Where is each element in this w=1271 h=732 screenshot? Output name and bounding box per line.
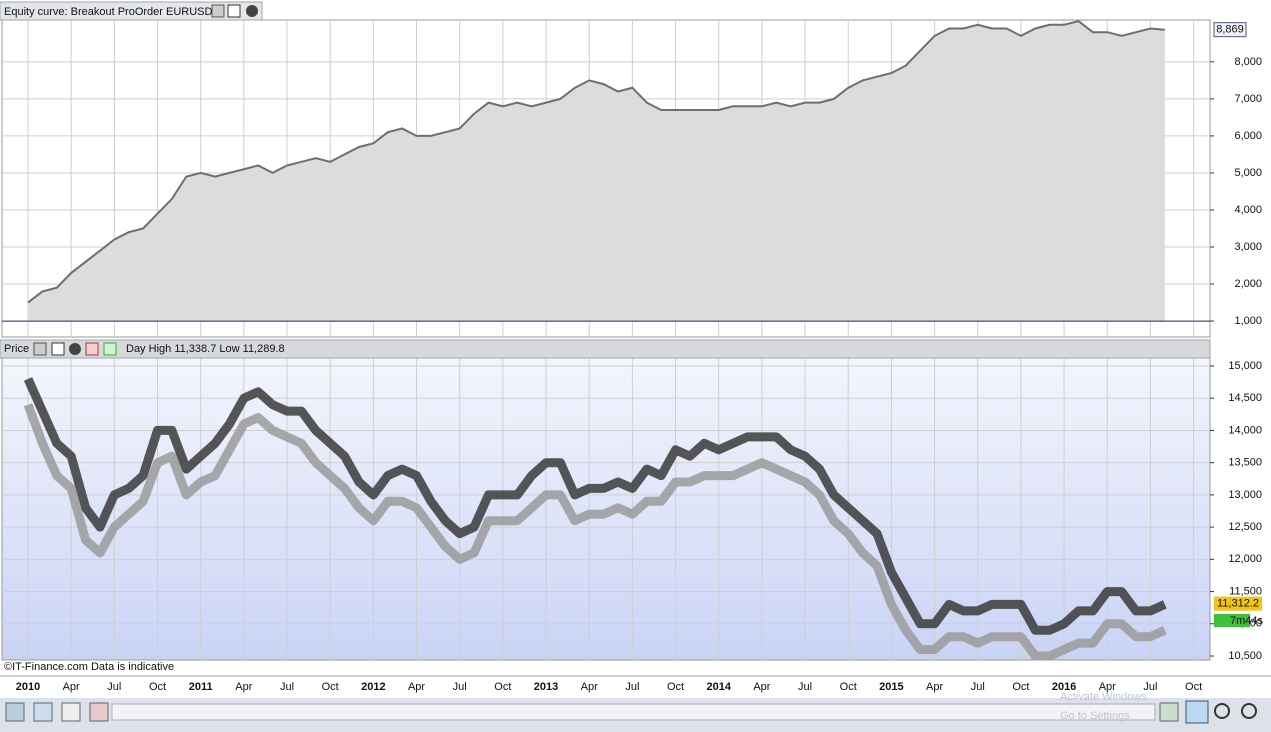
x-tick-label: 2016 [1052, 681, 1076, 693]
x-tick-label: Apr [926, 681, 943, 693]
move-down-button[interactable] [85, 342, 99, 356]
x-tick-label: Jul [625, 681, 639, 693]
y-tick-label: 7,000 [1234, 93, 1262, 105]
zoom-in[interactable] [1241, 703, 1257, 719]
x-tick-label: 2015 [879, 681, 903, 693]
y-tick-label: 12,500 [1228, 521, 1262, 533]
x-tick-label: Oct [1012, 681, 1029, 693]
x-tick-label: Apr [581, 681, 598, 693]
maximize-button[interactable] [51, 342, 65, 356]
tool-button[interactable] [61, 702, 81, 722]
copyright: ©IT-Finance.com Data is indicative [4, 661, 174, 673]
y-tick-label: 8,000 [1234, 56, 1262, 68]
last-value-label: 8,869 [1216, 24, 1244, 36]
x-tick-label: Oct [667, 681, 684, 693]
x-tick-label: Apr [1099, 681, 1116, 693]
watermark: Activate Windows [1060, 691, 1147, 703]
legend-low: Low [219, 343, 239, 355]
tool-button[interactable] [89, 702, 109, 722]
y-tick-label: 12,000 [1228, 553, 1262, 565]
y-tick-label: 5,000 [1234, 167, 1262, 179]
y-tick-label: 14,000 [1228, 424, 1262, 436]
zoom-tool[interactable] [1185, 700, 1209, 724]
x-tick-label: Jul [453, 681, 467, 693]
x-tick-label: Jul [107, 681, 121, 693]
x-tick-label: Apr [235, 681, 252, 693]
tool-button[interactable] [1159, 702, 1179, 722]
x-tick-label: Oct [840, 681, 857, 693]
x-tick-label: 2010 [16, 681, 40, 693]
x-tick-label: Apr [408, 681, 425, 693]
current-price-badge [1214, 596, 1262, 611]
legend-high: High [149, 343, 172, 355]
y-tick-label: 14,500 [1228, 392, 1262, 404]
tool-button[interactable] [5, 702, 25, 722]
y-tick-label: 6,000 [1234, 130, 1262, 142]
y-tick-label: 3,000 [1234, 241, 1262, 253]
x-tick-label: Oct [322, 681, 339, 693]
x-tick-label: Jul [280, 681, 294, 693]
timer: 7m44s [1230, 615, 1264, 627]
equity-area [28, 21, 1165, 322]
x-tick-label: Oct [1185, 681, 1202, 693]
settings-button[interactable] [211, 4, 225, 18]
high-value: 11,338.7 [174, 343, 216, 355]
x-tick-label: 2013 [534, 681, 558, 693]
low-value: 11,289.8 [243, 343, 285, 355]
maximize-button[interactable] [227, 4, 241, 18]
zoom-out[interactable] [1214, 703, 1230, 719]
current-price-label: 11,312.2 [1217, 598, 1259, 610]
y-tick-label: 13,000 [1228, 489, 1262, 501]
close-button[interactable] [246, 5, 258, 17]
price-title-bar [0, 339, 1211, 359]
x-tick-label: Jul [798, 681, 812, 693]
last-value-badge [1213, 22, 1247, 38]
y-tick-label: 13,500 [1228, 457, 1262, 469]
y-tick-label: 10,500 [1228, 650, 1262, 662]
x-tick-label: Jul [971, 681, 985, 693]
x-tick-label: Oct [494, 681, 511, 693]
x-tick-label: 2011 [189, 681, 213, 693]
scrollbar[interactable] [111, 703, 1156, 721]
timer-badge [1214, 614, 1250, 627]
x-tick-label: Apr [63, 681, 80, 693]
watermark-sub: Go to Settings [1060, 710, 1130, 722]
y-tick-label: 2,000 [1234, 278, 1262, 290]
price-series [23, 377, 1167, 635]
equity-title: Equity curve: Breakout ProOrder EURUSD [4, 6, 213, 18]
x-tick-label: 2012 [361, 681, 385, 693]
y-tick-label: 1,000 [1234, 315, 1262, 327]
x-tick-label: 2014 [706, 681, 731, 693]
move-up-button[interactable] [103, 342, 117, 356]
close-button[interactable] [69, 343, 81, 355]
period: Day [126, 343, 146, 355]
y-tick-label: 4,000 [1234, 204, 1262, 216]
x-tick-label: Oct [149, 681, 166, 693]
x-tick-label: Jul [1143, 681, 1157, 693]
equity-title-bar [0, 1, 263, 21]
y-tick-label: 15,000 [1228, 360, 1262, 372]
settings-button[interactable] [33, 342, 47, 356]
equity-line [27, 20, 1165, 304]
x-tick-label: Apr [753, 681, 770, 693]
price-header: Day High 11,338.7 Low 11,289.8 [126, 343, 285, 355]
tool-button[interactable] [33, 702, 53, 722]
y-tick-label: 11,500 [1229, 585, 1262, 597]
price-title: Price [4, 343, 29, 355]
price-series [23, 403, 1167, 661]
